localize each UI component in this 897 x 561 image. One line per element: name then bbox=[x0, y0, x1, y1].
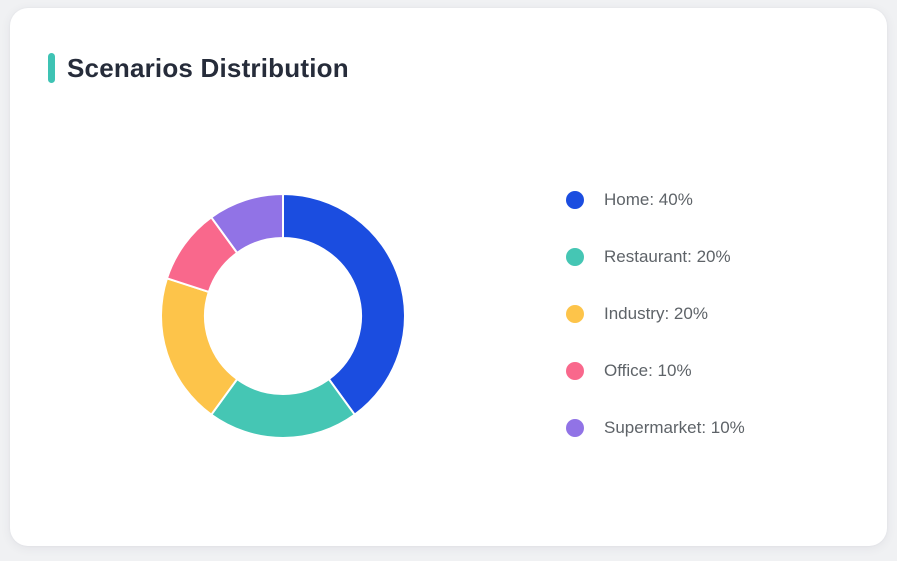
donut-segment-industry[interactable] bbox=[160, 277, 239, 416]
legend-label-industry: Industry: 20% bbox=[604, 304, 708, 323]
donut-chart bbox=[160, 193, 406, 439]
legend-marker-industry bbox=[566, 305, 584, 323]
legend-label-office: Office: 10% bbox=[604, 361, 692, 380]
legend-item-home[interactable]: Home: 40% bbox=[566, 190, 745, 210]
legend-marker-home bbox=[566, 191, 584, 209]
legend-label-home: Home: 40% bbox=[604, 190, 693, 209]
legend-item-supermarket[interactable]: Supermarket: 10% bbox=[566, 418, 745, 438]
legend-item-restaurant[interactable]: Restaurant: 20% bbox=[566, 247, 745, 267]
chart-legend: Home: 40% Restaurant: 20% Industry: 20% Off… bbox=[566, 190, 745, 438]
page-title: Scenarios Distribution bbox=[67, 53, 349, 83]
legend-item-industry[interactable]: Industry: 20% bbox=[566, 304, 745, 324]
legend-label-supermarket: Supermarket: 10% bbox=[604, 418, 745, 437]
donut-segment-supermarket[interactable] bbox=[210, 193, 284, 254]
legend-item-office[interactable]: Office: 10% bbox=[566, 361, 745, 381]
card-header: Scenarios Distribution bbox=[48, 53, 349, 83]
donut-segment-restaurant[interactable] bbox=[210, 378, 356, 439]
donut-segment-home[interactable] bbox=[282, 193, 406, 416]
title-accent-bar bbox=[48, 53, 55, 83]
legend-marker-restaurant bbox=[566, 248, 584, 266]
legend-marker-supermarket bbox=[566, 419, 584, 437]
scenarios-distribution-card: Scenarios Distribution Home: 40% Restaura… bbox=[10, 8, 887, 546]
legend-label-restaurant: Restaurant: 20% bbox=[604, 247, 731, 266]
legend-marker-office bbox=[566, 362, 584, 380]
